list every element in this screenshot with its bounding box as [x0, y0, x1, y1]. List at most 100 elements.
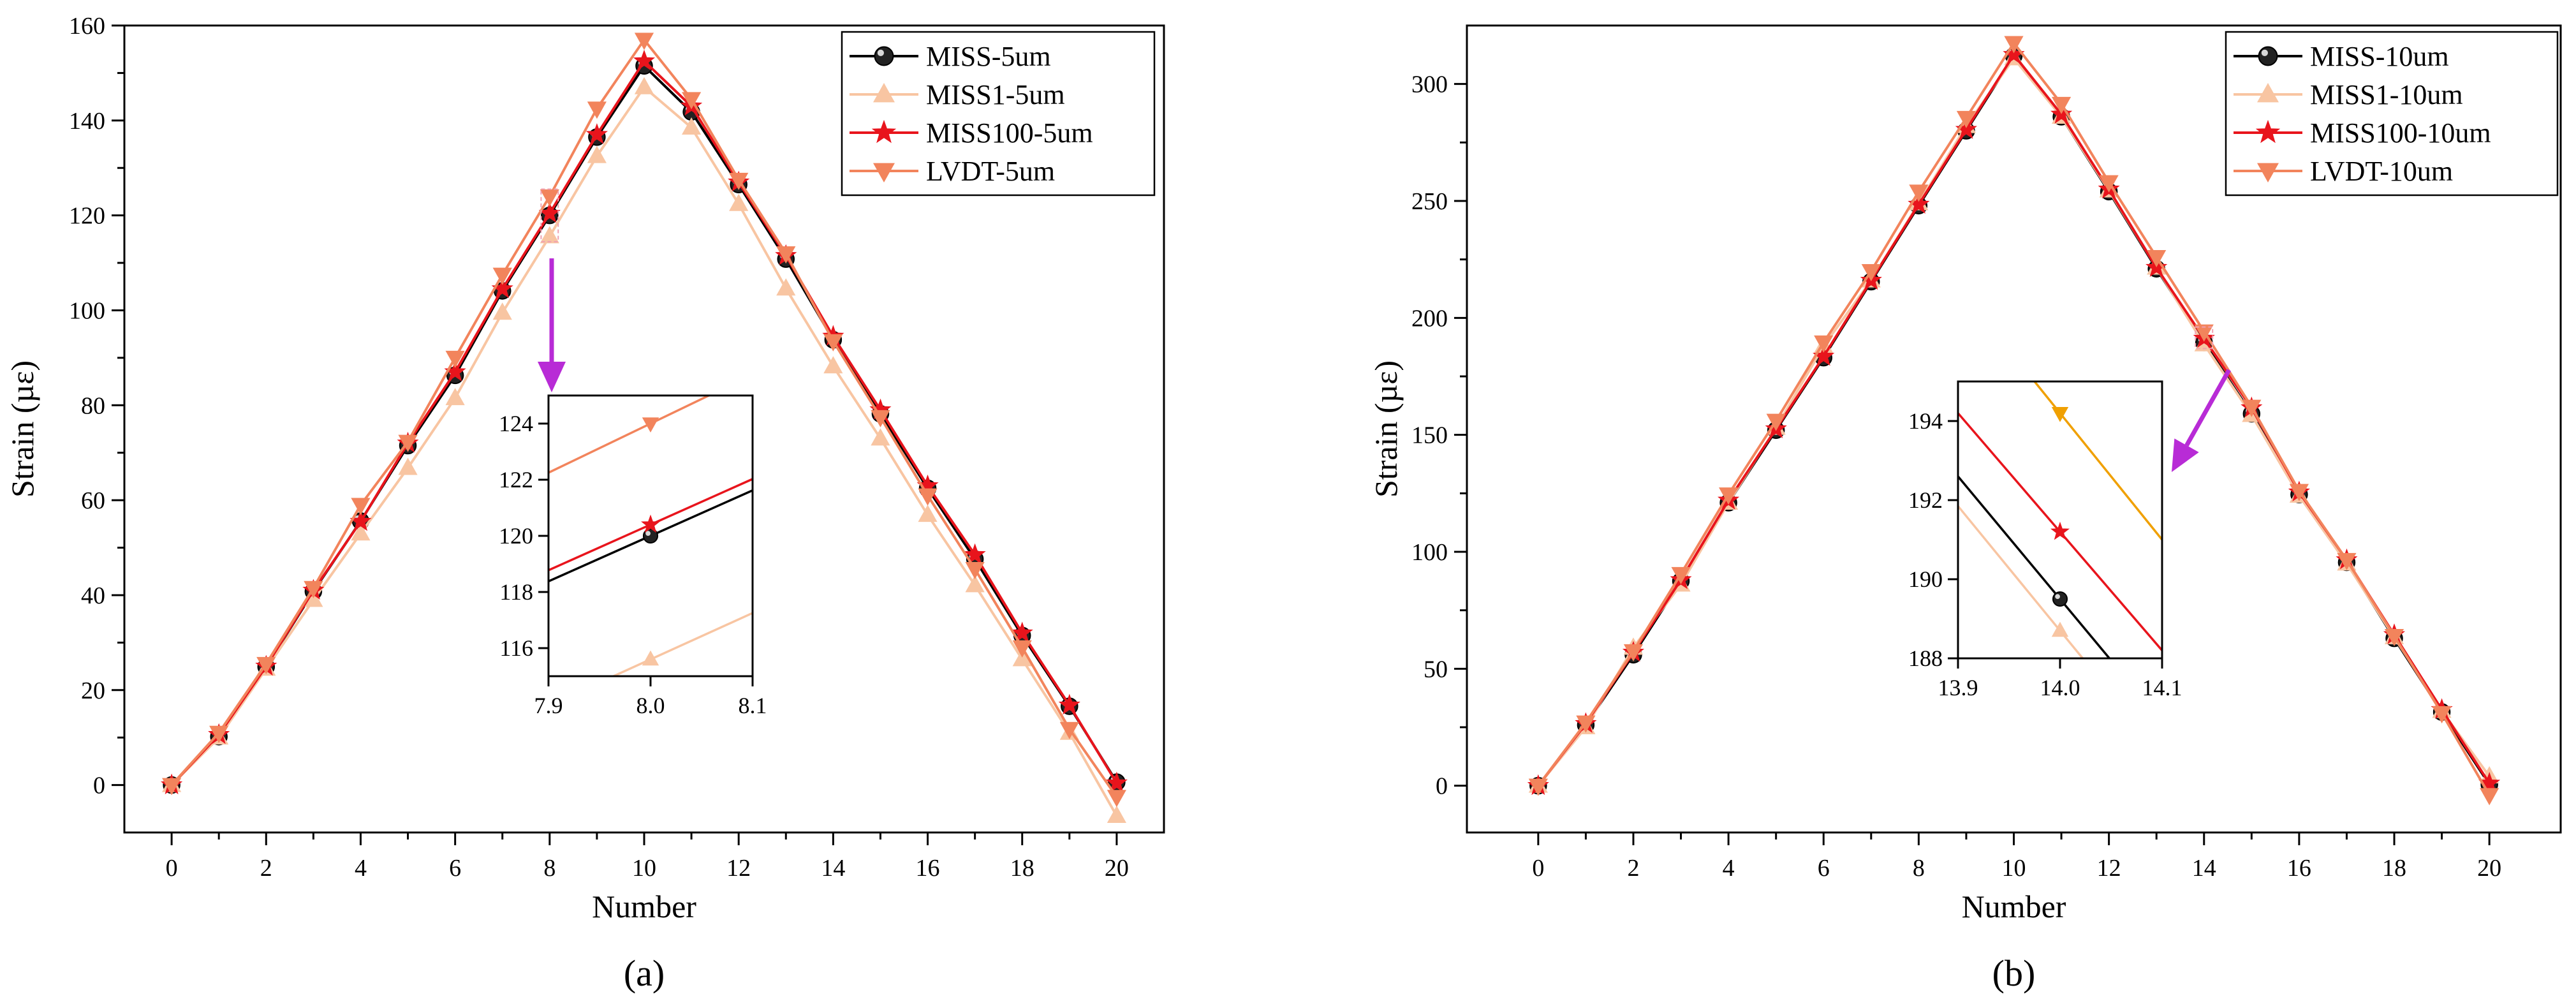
data-point [729, 172, 749, 190]
y-tick-label: 160 [69, 13, 105, 40]
inset-y-tick-label: 122 [499, 467, 533, 492]
data-point [918, 505, 938, 522]
inset-y-tick-label: 190 [1908, 566, 1943, 592]
data-point [1012, 640, 1032, 658]
data-point [1058, 693, 1080, 715]
x-tick-label: 16 [916, 855, 940, 882]
legend: MISS-10um MISS1-10um MISS100-10um LVDT-10um [2225, 31, 2559, 196]
zoom-arrow-shaft [2184, 369, 2232, 447]
x-tick-label: 6 [1818, 855, 1830, 882]
inset-x-tick-label: 14.0 [2040, 675, 2080, 700]
data-point [209, 725, 229, 743]
data-point [2242, 399, 2262, 417]
data-point [2147, 250, 2167, 268]
data-point [1059, 721, 1079, 739]
x-tick-label: 2 [1627, 855, 1639, 882]
y-tick-label: 100 [1411, 539, 1448, 566]
x-tick-label: 14 [821, 855, 845, 882]
data-point [1766, 413, 1786, 431]
x-tick-label: 10 [2002, 855, 2026, 882]
x-tick-label: 2 [260, 855, 272, 882]
inset-y-tick-label: 124 [499, 411, 533, 436]
data-point [1105, 771, 1128, 793]
inset: 7.9 8.0 8.1 116 118 120 122 124 [499, 394, 767, 718]
data-point [256, 656, 276, 674]
legend: MISS-5um MISS1-5um MISS100-5um LVDT-5um [841, 31, 1156, 196]
y-tick-label: 150 [1411, 422, 1448, 449]
data-point [2099, 175, 2119, 193]
data-point [633, 49, 656, 71]
y-tick-label: 40 [81, 582, 105, 609]
legend-marker [872, 163, 895, 183]
zoom-arrow-head [538, 362, 566, 392]
data-point [1011, 621, 1033, 643]
data-point [2337, 552, 2357, 570]
legend-box [2225, 31, 2559, 196]
legend-entry: MISS-5um [926, 41, 1051, 72]
legend-marker [2256, 82, 2279, 103]
data-point [492, 302, 512, 320]
data-point [871, 428, 890, 446]
data-point [2480, 788, 2499, 806]
legend-marker [2258, 46, 2278, 66]
data-point [587, 145, 607, 163]
inset-data-point-highlight [645, 531, 651, 536]
legend-entry: MISS-10um [2310, 41, 2449, 72]
zoom-arrow-head [2172, 438, 2199, 472]
data-point [398, 434, 418, 452]
inset-x-tick-label: 13.9 [1938, 675, 1978, 700]
x-tick-label: 12 [726, 855, 751, 882]
y-tick-label: 140 [69, 108, 105, 135]
data-point [776, 246, 796, 264]
y-tick-label: 0 [93, 773, 105, 799]
inset-y-tick-label: 194 [1908, 408, 1943, 434]
inset-plot [548, 396, 753, 676]
y-tick-label: 300 [1411, 71, 1448, 98]
data-point [1955, 118, 1977, 139]
data-point [1909, 184, 1929, 202]
x-tick-label: 12 [2097, 855, 2121, 882]
x-tick-label: 18 [1010, 855, 1034, 882]
inset-x-tick-label: 8.1 [739, 693, 767, 718]
data-point [964, 543, 986, 565]
inset-data-point-highlight [2055, 594, 2061, 599]
y-tick-label: 120 [69, 203, 105, 230]
data-point [445, 388, 465, 406]
inset-y-tick-label: 192 [1908, 487, 1943, 513]
x-tick-label: 10 [632, 855, 656, 882]
y-tick-label: 20 [81, 677, 105, 704]
x-axis-label: Number [592, 889, 696, 924]
x-tick-label: 20 [1105, 855, 1129, 882]
legend-entry: MISS1-10um [2310, 79, 2463, 110]
y-tick-label: 100 [69, 297, 105, 324]
y-tick-label: 60 [81, 487, 105, 514]
legend-entry: LVDT-5um [926, 156, 1055, 187]
data-point [540, 226, 559, 244]
legend-marker [871, 119, 897, 144]
x-tick-label: 0 [166, 855, 178, 882]
legend-box [841, 31, 1156, 196]
inset-y-tick-label: 118 [499, 579, 533, 605]
data-point [776, 278, 796, 296]
inset-data-point [642, 650, 659, 666]
y-tick-label: 80 [81, 392, 105, 419]
x-tick-label: 20 [2477, 855, 2501, 882]
data-point [2004, 36, 2024, 54]
data-point [445, 350, 465, 368]
data-point [161, 778, 182, 795]
inset-data-point [2050, 521, 2070, 540]
panel-label: (a) [624, 952, 665, 994]
data-point [351, 523, 371, 541]
x-axis-label: Number [1962, 889, 2066, 924]
data-point [398, 457, 418, 475]
data-point [587, 101, 607, 119]
data-point [1623, 644, 1644, 662]
x-tick-label: 4 [355, 855, 367, 882]
y-tick-label: 200 [1411, 305, 1448, 332]
inset-x-tick-label: 14.1 [2142, 675, 2182, 700]
data-point [1576, 715, 1596, 733]
data-point [2289, 484, 2309, 501]
data-point [304, 581, 323, 598]
y-axis-label: Strain (µε) [4, 360, 40, 498]
x-tick-label: 4 [1723, 855, 1735, 882]
